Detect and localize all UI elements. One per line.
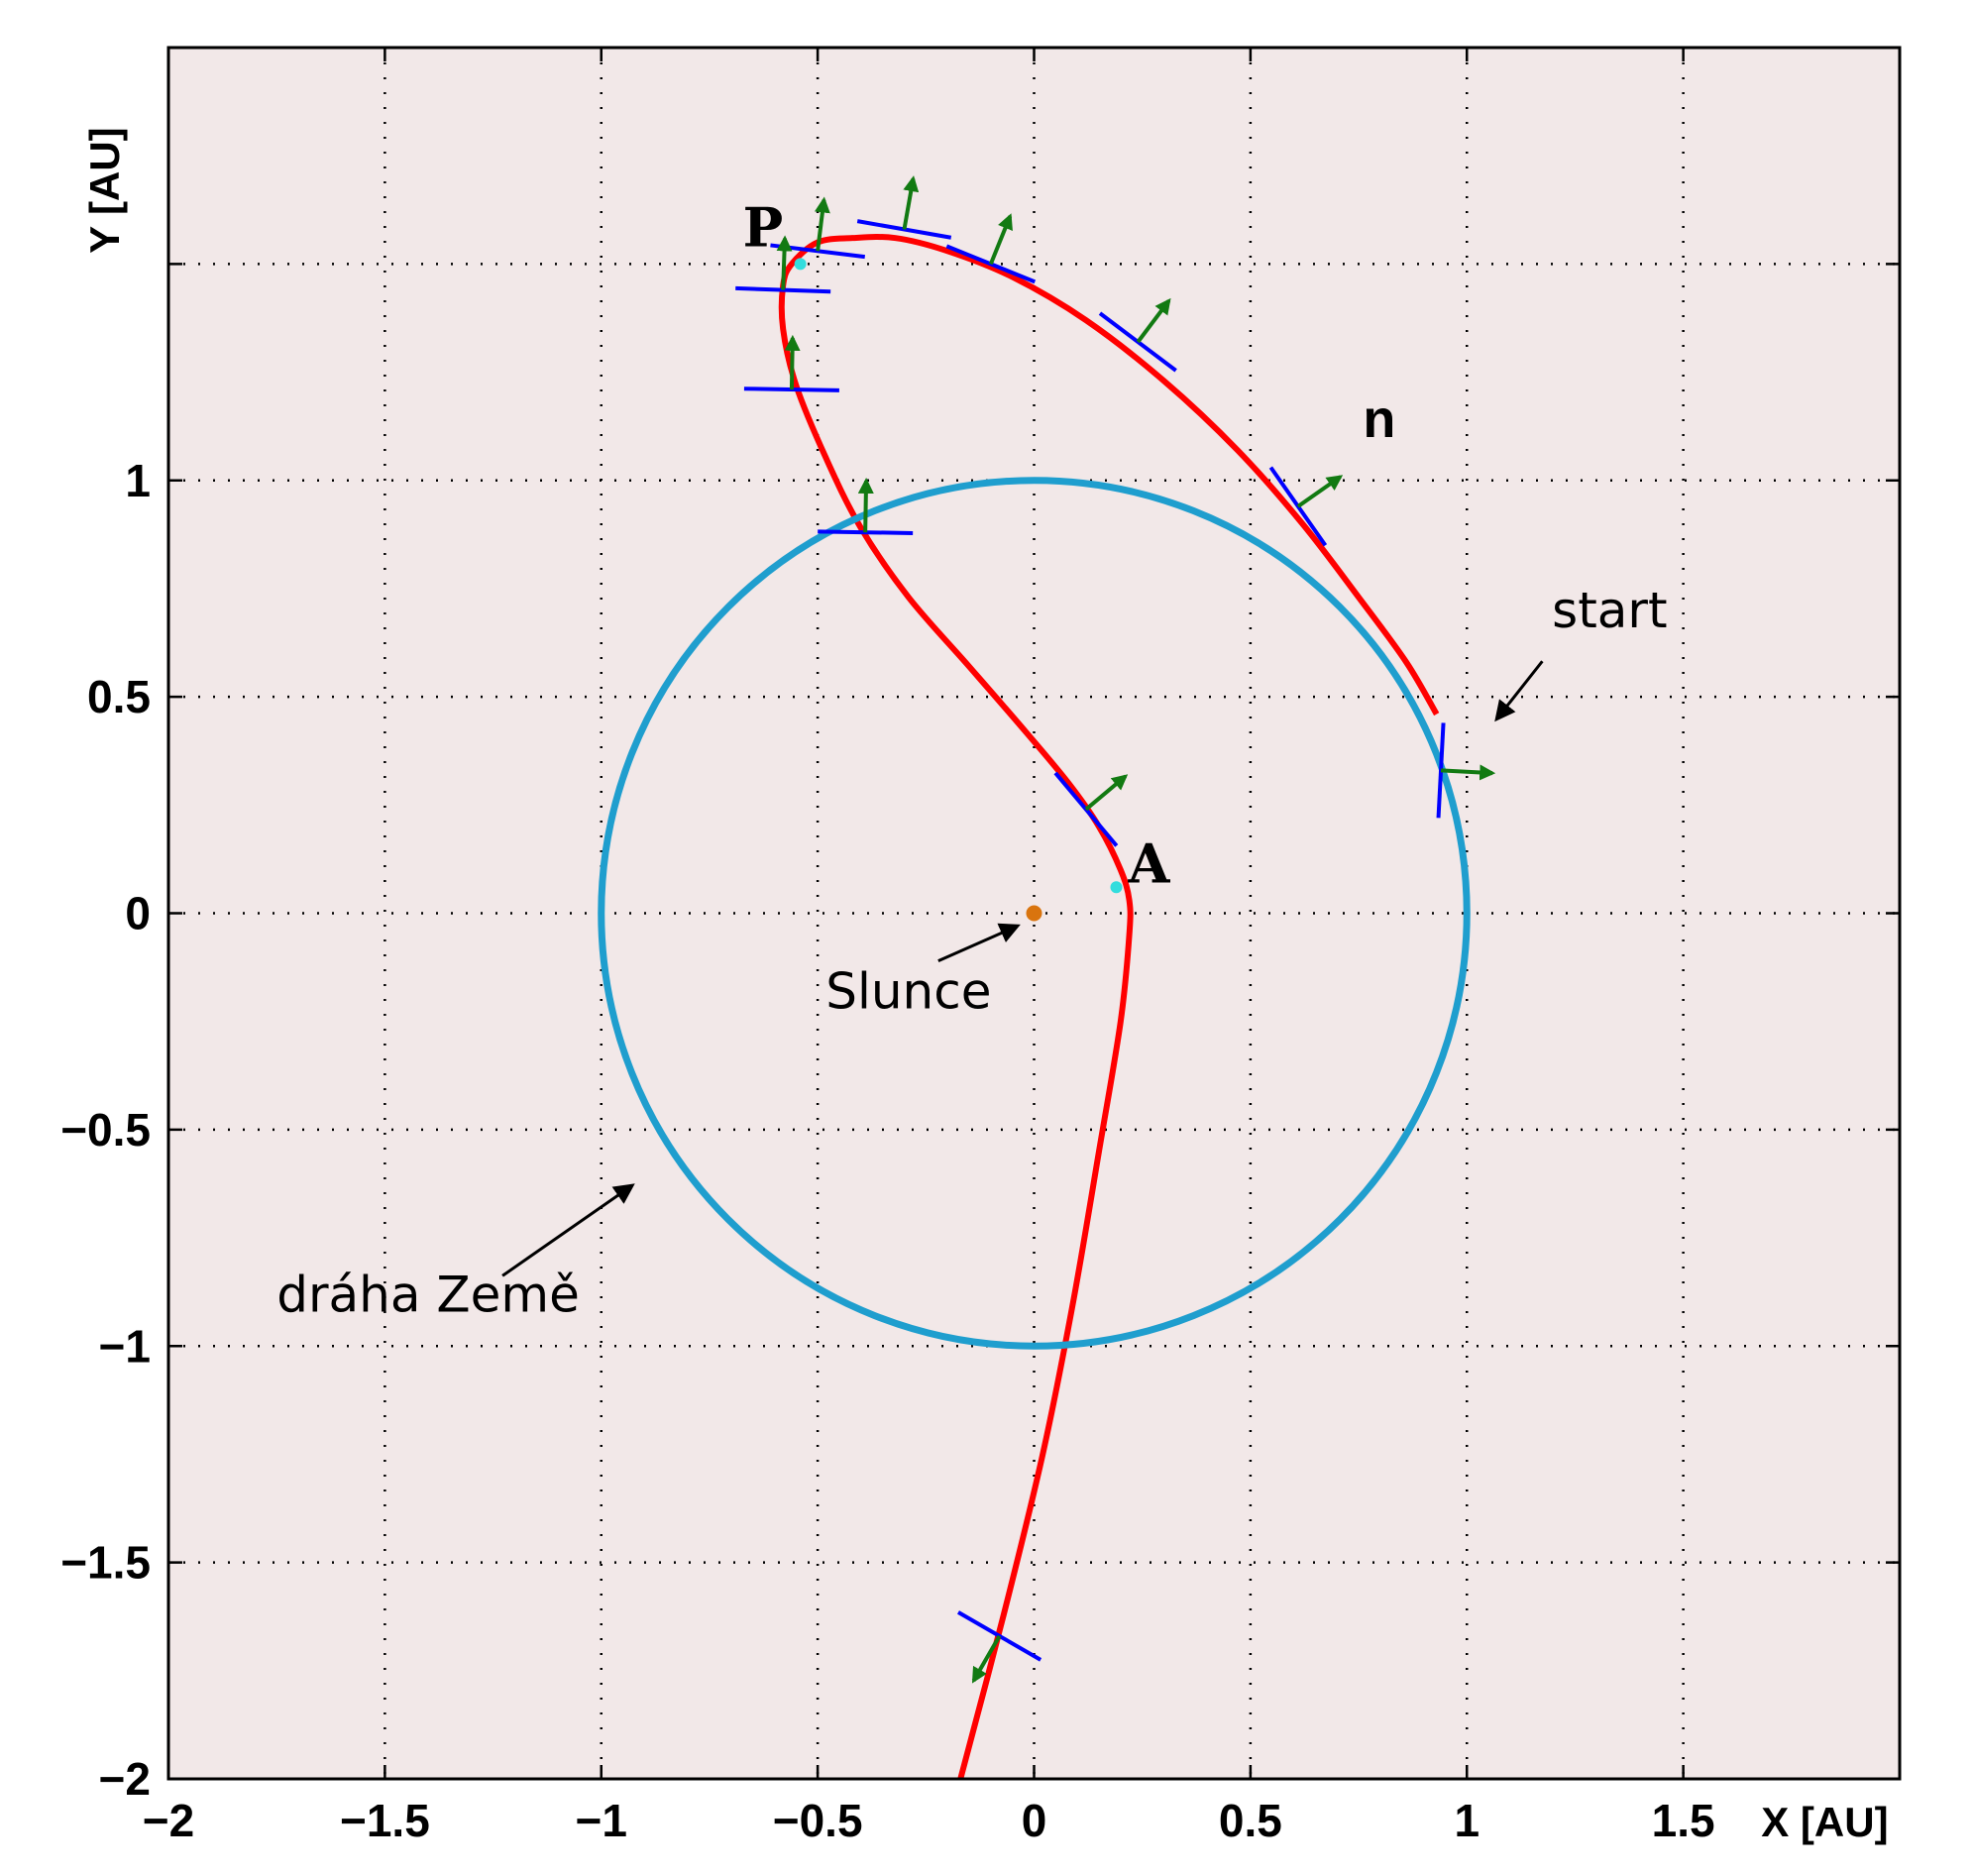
x-tick-label: −0.5 <box>773 1795 863 1846</box>
y-tick-label: −1.5 <box>60 1537 151 1589</box>
y-tick-label: 0 <box>125 888 151 939</box>
sail-normal-arrow <box>902 175 920 230</box>
sail-bar <box>956 1610 1042 1662</box>
tick-labels: −2 −1.5 −1 −0.5 0 0.5 1 1.5 −2 −1.5 −1 −0.5 0 0.5 1 <box>60 455 1714 1846</box>
annotation-label: start <box>1552 582 1667 639</box>
sail-bar <box>1436 722 1446 819</box>
y-tick-label: 0.5 <box>87 671 151 722</box>
point-markers: PA <box>743 195 1170 922</box>
sail-normal-arrow <box>971 1634 1002 1684</box>
x-tick-label: 1 <box>1454 1795 1480 1846</box>
x-tick-label: 0 <box>1022 1795 1047 1846</box>
sail-normal-arrow <box>784 334 801 390</box>
marker-label-a: A <box>1127 831 1170 895</box>
sun-dot <box>1026 905 1042 922</box>
annotations: start n Slunce dráha Země <box>276 389 1667 1323</box>
x-tick-label: −2 <box>143 1795 194 1846</box>
sail-normal-arrow <box>776 235 793 290</box>
sail-normal-arrow <box>988 213 1013 266</box>
trajectory-line <box>778 234 1440 1780</box>
sail-bar <box>735 285 831 294</box>
annotation-arrow <box>1494 660 1544 722</box>
marker-point-p <box>794 258 807 271</box>
sail-normal-arrow <box>1296 475 1344 508</box>
sail-normal-arrow <box>1136 297 1171 344</box>
sail-normal-arrow <box>857 477 874 533</box>
y-tick-label: −1 <box>99 1320 151 1372</box>
y-tick-label: 1 <box>125 455 151 506</box>
sail-normal-arrow <box>1440 764 1496 781</box>
x-tick-label: 1.5 <box>1652 1795 1715 1846</box>
annotation-label: dráha Země <box>276 1266 580 1323</box>
plot-frame <box>166 46 1902 1781</box>
sail-normal-arrow <box>1084 774 1129 812</box>
marker-label-p: P <box>743 195 784 259</box>
annotation-label: Slunce <box>825 963 991 1021</box>
y-tick-label: −0.5 <box>60 1104 151 1156</box>
sail-bar <box>818 529 914 535</box>
x-tick-label: −1 <box>576 1795 627 1846</box>
y-axis-label: Y [AU] <box>81 127 128 254</box>
sail-bar <box>1268 466 1328 547</box>
annotation-arrow <box>937 923 1021 962</box>
annotation-arrow <box>501 1183 635 1277</box>
sail-glyphs <box>735 175 1496 1684</box>
annotation-label: n <box>1363 389 1395 449</box>
sail-normal-arrow <box>814 196 830 252</box>
x-tick-label: −1.5 <box>340 1795 430 1846</box>
sail-bar <box>1053 771 1119 847</box>
series-layer <box>598 234 1471 1780</box>
y-tick-label: −2 <box>99 1753 151 1805</box>
x-axis-label: X [AU] <box>1761 1799 1888 1845</box>
marker-point-a <box>1110 881 1123 894</box>
earth-orbit-circle <box>598 477 1471 1350</box>
x-tick-label: 0.5 <box>1219 1795 1282 1846</box>
